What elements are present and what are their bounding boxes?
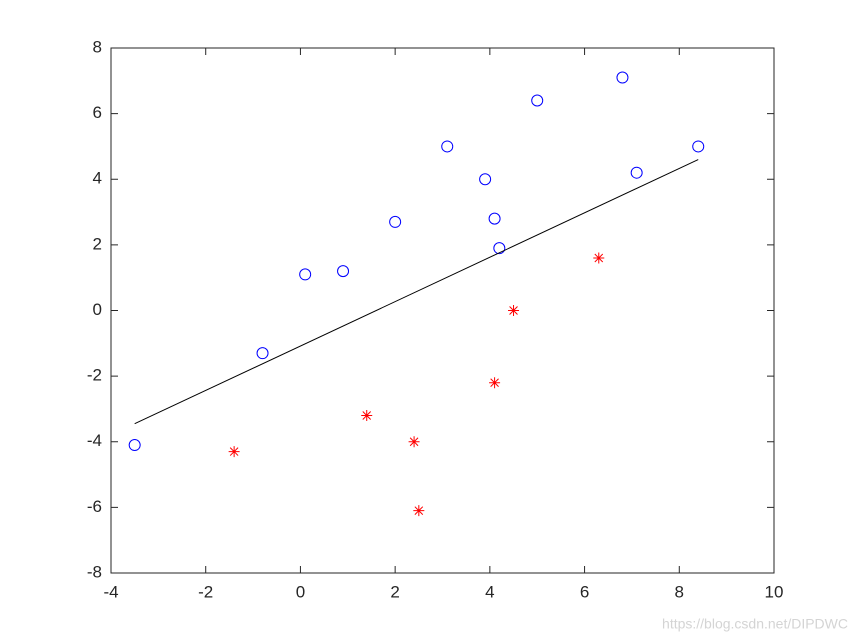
watermark: https://blog.csdn.net/DIPDWC	[662, 616, 848, 632]
point	[299, 268, 312, 281]
point	[361, 410, 373, 421]
point	[337, 265, 350, 278]
point	[413, 505, 425, 517]
point	[479, 173, 492, 186]
y-tick-label: 4	[93, 169, 102, 188]
point	[256, 347, 269, 360]
point	[441, 140, 454, 153]
point	[489, 377, 501, 389]
x-tick-label: -4	[103, 582, 118, 601]
x-tick-label: 0	[296, 582, 305, 601]
point	[692, 140, 705, 153]
x-tick-label: 4	[485, 582, 494, 601]
point	[389, 215, 402, 228]
x-tick-label: -2	[198, 582, 213, 601]
y-tick-label: -8	[87, 562, 102, 581]
point	[228, 446, 240, 458]
point	[630, 166, 643, 179]
y-tick-label: 6	[93, 103, 102, 122]
point	[128, 439, 141, 452]
y-tick-label: 8	[93, 37, 102, 56]
y-tick-label: 0	[93, 300, 102, 319]
axes-box	[110, 47, 775, 574]
point	[593, 252, 605, 264]
y-tick-label: -2	[87, 366, 102, 385]
point	[493, 242, 506, 255]
x-tick-label: 2	[390, 582, 399, 601]
fit-line	[134, 159, 699, 425]
point	[488, 212, 501, 225]
point	[408, 436, 420, 448]
y-tick-label: 2	[93, 234, 102, 253]
x-tick-label: 8	[675, 582, 684, 601]
point	[531, 94, 544, 107]
x-tick-label: 6	[580, 582, 589, 601]
y-tick-label: -4	[87, 431, 102, 450]
y-tick-label: -6	[87, 497, 102, 516]
point	[508, 305, 520, 316]
point	[616, 71, 629, 84]
x-tick-label: 10	[765, 582, 784, 601]
